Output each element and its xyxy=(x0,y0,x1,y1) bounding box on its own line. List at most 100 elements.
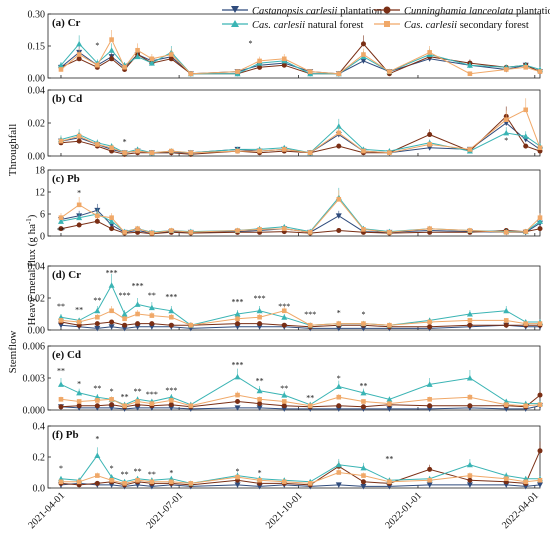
series-line xyxy=(60,198,541,234)
legend-label: Cas. carlesii secondary forest xyxy=(404,20,529,31)
series-cunninghamia-plantation xyxy=(58,217,543,237)
square-marker xyxy=(109,397,114,402)
circle-marker xyxy=(149,321,155,327)
up-triangle-marker xyxy=(148,60,155,66)
significance-marker: *** xyxy=(146,390,158,399)
series-cas-secondary xyxy=(58,190,543,236)
square-marker xyxy=(387,322,392,328)
square-marker xyxy=(122,481,127,486)
legend-label: Cas. carlesii natural forest xyxy=(252,20,363,31)
significance-marker: * xyxy=(110,387,114,396)
significance-marker: * xyxy=(361,310,365,319)
up-triangle-marker xyxy=(537,218,543,224)
up-triangle-marker xyxy=(426,381,433,387)
significance-marker: ** xyxy=(385,455,393,464)
down-triangle-marker xyxy=(108,222,115,228)
significance-marker: *** xyxy=(165,293,177,302)
significance-marker: ** xyxy=(57,367,65,376)
square-marker xyxy=(149,56,155,62)
y-tick-label: 0.00 xyxy=(28,326,46,337)
panel-label: (e) Cd xyxy=(52,349,81,361)
circle-marker xyxy=(427,132,433,138)
up-triangle-marker xyxy=(386,396,393,402)
circle-marker xyxy=(109,402,115,408)
stemflow-label: Stemflow xyxy=(7,331,19,374)
circle-marker xyxy=(94,218,100,224)
significance-marker: * xyxy=(236,467,240,476)
significance-marker: ** xyxy=(256,376,264,385)
circle-marker xyxy=(467,322,473,328)
y-tick-label: 0.30 xyxy=(28,10,46,21)
square-marker xyxy=(336,197,342,202)
square-marker xyxy=(235,148,240,154)
up-triangle-marker xyxy=(466,461,473,468)
square-marker xyxy=(336,321,342,326)
significance-marker: * xyxy=(249,39,253,48)
y-tick-label: 0.2 xyxy=(33,453,46,464)
square-marker xyxy=(307,481,313,486)
square-marker xyxy=(361,399,366,404)
down-triangle-marker xyxy=(256,405,263,411)
square-marker xyxy=(387,401,392,406)
square-marker xyxy=(188,150,194,155)
up-triangle-marker xyxy=(360,389,367,396)
up-triangle-marker xyxy=(108,282,115,288)
circle-marker xyxy=(503,322,509,328)
square-marker xyxy=(95,142,100,147)
panels: 0.000.150.30(a) Cr* *0.000.020.04(b) Cd* *… xyxy=(23,10,543,495)
up-triangle-marker xyxy=(76,214,83,221)
square-marker xyxy=(76,479,82,485)
y-tick-label: 0.006 xyxy=(23,342,46,353)
square-marker xyxy=(387,230,392,235)
circle-marker xyxy=(94,480,100,486)
y-tick-label: 0.000 xyxy=(23,406,46,417)
square-marker xyxy=(169,52,174,57)
y-tick-label: 6 xyxy=(40,210,45,221)
up-triangle-marker xyxy=(94,307,101,314)
up-triangle-marker xyxy=(256,307,263,314)
panel-label: (d) Cr xyxy=(52,269,81,281)
square-marker xyxy=(361,321,366,326)
y-tick-label: 0.02 xyxy=(28,119,46,130)
square-marker xyxy=(387,150,392,155)
series-line xyxy=(60,310,540,326)
up-triangle-marker xyxy=(231,20,239,27)
square-marker xyxy=(257,227,262,232)
square-marker xyxy=(109,37,114,42)
significance-marker: * xyxy=(258,469,262,478)
down-triangle-marker xyxy=(94,325,101,332)
square-marker xyxy=(122,316,127,322)
square-marker xyxy=(361,473,366,478)
x-tick-label: 2022-04-01 xyxy=(500,490,541,531)
square-marker xyxy=(95,314,100,320)
y-tick-label: 0.15 xyxy=(28,42,46,53)
up-triangle-marker xyxy=(121,311,128,317)
square-marker xyxy=(537,145,543,151)
square-marker xyxy=(427,226,432,231)
significance-marker: *** xyxy=(278,302,290,311)
square-marker xyxy=(427,50,432,55)
square-marker xyxy=(135,311,140,317)
square-marker xyxy=(95,213,100,219)
square-marker xyxy=(523,321,529,326)
x-tick-label: 2021-07-01 xyxy=(144,490,185,531)
circle-marker xyxy=(427,466,433,472)
square-marker xyxy=(523,107,529,113)
circle-marker xyxy=(58,404,64,410)
legend: Castanopsis carlesii plantation Cunningh… xyxy=(222,6,550,31)
square-marker xyxy=(58,318,64,323)
square-marker xyxy=(257,148,262,154)
significance-marker: ** xyxy=(121,392,129,401)
up-triangle-marker xyxy=(281,314,288,320)
circle-marker xyxy=(537,226,543,232)
up-triangle-marker xyxy=(57,62,64,68)
panel-b-cd: 0.00 0.02 0.04 (b) Cd * * xyxy=(28,86,543,163)
up-triangle-marker xyxy=(108,218,115,224)
legend-item-castanopsis-plantation: Castanopsis carlesii plantation xyxy=(222,6,383,17)
square-marker xyxy=(76,133,82,139)
square-marker xyxy=(503,402,509,407)
significance-marker: *** xyxy=(304,310,316,319)
y-tick-label: 0.00 xyxy=(28,152,46,163)
